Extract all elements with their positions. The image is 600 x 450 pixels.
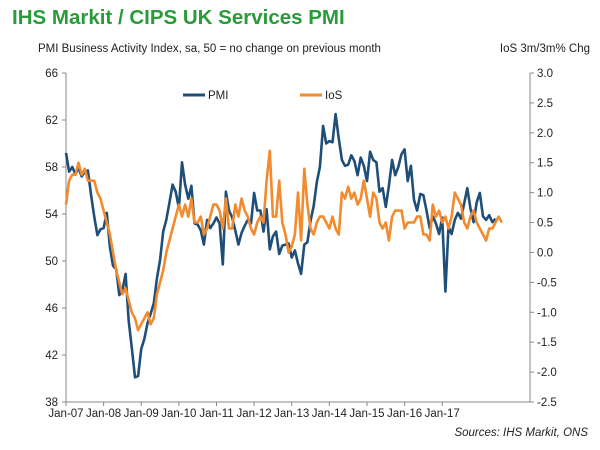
axes: 38 42 46 50 54 58 62 66 -2.5 -2.0 -1.5 -1.0 -0.5 0.0 0…	[45, 68, 557, 420]
x-tick-label: Jan-13	[274, 408, 309, 420]
right-tick-label: 3.0	[537, 68, 553, 80]
legend: PMI IoS	[183, 90, 343, 102]
right-tick-label: 2.0	[537, 128, 553, 140]
x-tick-label: Jan-08	[86, 408, 121, 420]
left-axis-description: PMI Business Activity Index, sa, 50 = no…	[38, 43, 381, 55]
x-tick-label: Jan-15	[349, 408, 384, 420]
x-tick-label: Jan-16	[387, 408, 422, 420]
right-tick-label: -1.0	[537, 307, 557, 319]
right-tick-label: -0.5	[537, 277, 557, 289]
x-tick-label: Jan-09	[124, 408, 159, 420]
left-tick-label: 42	[45, 350, 58, 362]
right-tick-label: 1.0	[537, 188, 553, 200]
right-tick-label: 1.5	[537, 158, 553, 170]
legend-label-pmi: PMI	[208, 90, 228, 102]
left-tick-label: 46	[45, 303, 58, 315]
left-tick-label: 62	[45, 115, 58, 127]
x-tick-label: Jan-14	[312, 408, 348, 420]
chart-title: IHS Markit / CIPS UK Services PMI	[12, 6, 345, 29]
left-tick-label: 54	[45, 209, 58, 221]
series-line-ios	[64, 149, 503, 332]
right-tick-label: -2.5	[537, 397, 557, 409]
legend-label-ios: IoS	[325, 90, 343, 102]
left-tick-label: 50	[45, 256, 58, 268]
left-tick-label: 66	[45, 68, 58, 80]
x-tick-label: Jan-12	[237, 408, 272, 420]
left-tick-label: 58	[45, 162, 58, 174]
x-tick-label: Jan-17	[425, 408, 460, 420]
x-tick-label: Jan-07	[48, 408, 83, 420]
series-line-pmi	[64, 112, 497, 379]
source-note: Sources: IHS Markit, ONS	[454, 427, 588, 439]
x-tick-label: Jan-11	[199, 408, 233, 420]
right-tick-label: -1.5	[537, 337, 557, 349]
right-tick-label: 0.0	[537, 247, 553, 259]
x-tick-label: Jan-10	[161, 408, 196, 420]
series-layer	[64, 112, 503, 379]
left-tick-label: 38	[45, 397, 58, 409]
right-tick-label: -2.0	[537, 367, 557, 379]
right-tick-label: 0.5	[537, 218, 553, 230]
right-axis-description: IoS 3m/3m% Chg	[500, 43, 590, 55]
right-tick-label: 2.5	[537, 98, 553, 110]
